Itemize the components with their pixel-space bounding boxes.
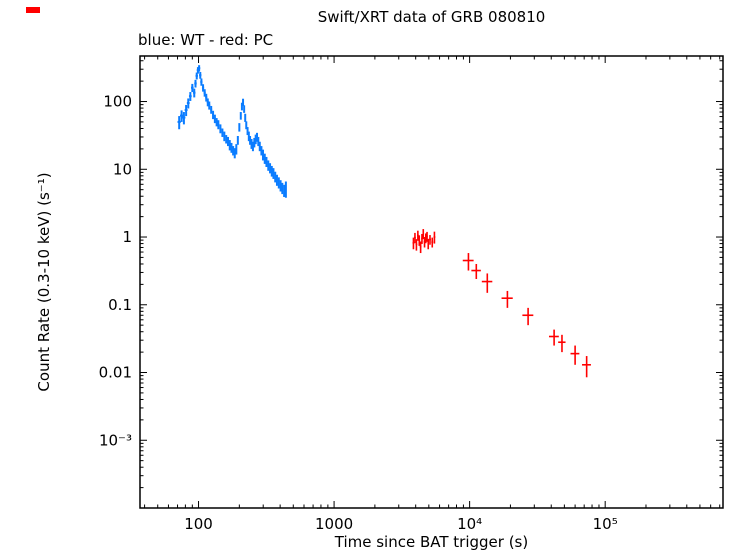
x-axis-label: Time since BAT trigger (s) xyxy=(334,533,529,551)
plot-frame xyxy=(139,55,724,509)
axis-ticks xyxy=(140,56,723,509)
svg-text:1000: 1000 xyxy=(315,515,353,533)
svg-text:10⁴: 10⁴ xyxy=(457,515,482,533)
svg-text:0.1: 0.1 xyxy=(108,296,132,314)
svg-text:100: 100 xyxy=(184,515,213,533)
svg-text:10: 10 xyxy=(113,160,132,178)
svg-text:10⁵: 10⁵ xyxy=(593,515,618,533)
series-color-legend: blue: WT - red: PC xyxy=(138,31,274,49)
svg-text:100: 100 xyxy=(103,93,132,111)
svg-text:0.01: 0.01 xyxy=(99,364,132,382)
corner-mark xyxy=(26,7,40,13)
series-pc-errorbars xyxy=(412,229,591,378)
chart-title: Swift/XRT data of GRB 080810 xyxy=(317,8,546,26)
svg-text:10⁻³: 10⁻³ xyxy=(99,431,132,449)
series-wt-errorbars xyxy=(177,65,287,198)
svg-text:1: 1 xyxy=(122,228,132,246)
axis-tick-labels: 100 1000 10⁴ 10⁵ 10⁻³ 0.01 0.1 1 10 100 xyxy=(99,93,618,533)
